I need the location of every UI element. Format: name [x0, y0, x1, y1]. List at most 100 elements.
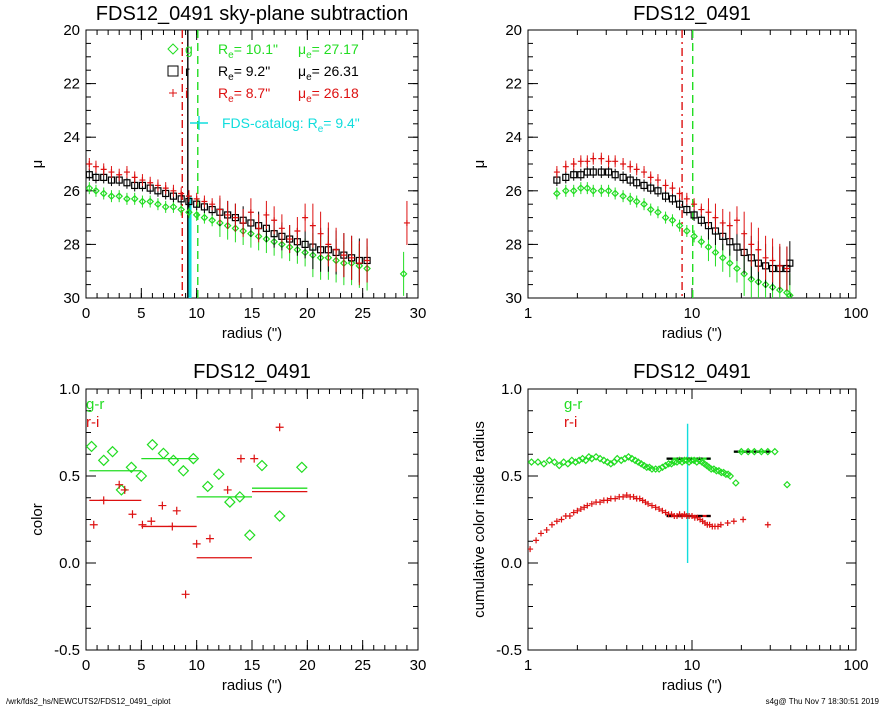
data-point-g-r — [273, 510, 286, 522]
data-point-g-r — [712, 466, 721, 475]
data-point-r — [301, 240, 309, 248]
data-point-g — [589, 186, 598, 195]
data-point-g-r — [606, 459, 615, 468]
y-tick-label: 1.0 — [501, 381, 522, 398]
data-point-r-i — [570, 509, 577, 516]
catalog-value: = 9.4" — [323, 115, 360, 131]
y-tick-label: 22 — [63, 76, 80, 93]
data-point-r-i — [99, 496, 108, 505]
x-tick-label: 10 — [684, 305, 701, 322]
x-tick-label: 100 — [843, 657, 868, 674]
chart-title: FDS12_0491 — [633, 3, 751, 25]
data-point-r-i — [566, 513, 573, 520]
y-tick-label: 22 — [505, 76, 522, 93]
x-tick-label: 30 — [410, 657, 427, 674]
data-point-g — [619, 192, 627, 201]
data-point-r — [597, 168, 605, 176]
data-point-r-i — [588, 500, 595, 507]
data-point-r — [92, 173, 100, 181]
data-point-i — [232, 214, 239, 221]
data-point-r-i — [250, 454, 259, 463]
re-subscript: e — [228, 50, 234, 61]
data-point-i — [741, 230, 748, 237]
data-point-g-r — [201, 480, 214, 493]
y-tick-label: 30 — [505, 290, 522, 307]
data-point-i — [584, 158, 591, 165]
data-point-g-r — [212, 468, 225, 481]
data-point-i — [662, 182, 669, 189]
x-axis-label: radius (") — [222, 677, 282, 694]
data-point-r-i — [115, 480, 124, 489]
data-point-i — [403, 219, 410, 226]
data-point-g — [99, 189, 108, 198]
legend-catalog-text: FDS-catalog: Re= 9.4" — [222, 115, 360, 135]
data-point-i — [726, 222, 733, 229]
data-point-r-i — [604, 497, 611, 504]
data-point-r-i — [730, 518, 737, 525]
data-point-i — [116, 171, 123, 178]
mu-value: = 27.17 — [312, 41, 359, 57]
footer-timestamp: s4g@ Thu Nov 7 18:30:51 2019 — [765, 697, 879, 706]
catalog-subscript: e — [318, 124, 324, 135]
data-point-r-i — [158, 501, 167, 510]
data-point-r-i — [192, 539, 201, 548]
data-point-g — [192, 211, 201, 219]
x-tick-label: 0 — [82, 657, 90, 674]
data-point-r — [633, 179, 641, 187]
x-tick-label: 15 — [244, 657, 261, 674]
data-point-g-r — [664, 459, 673, 468]
data-point-g-r — [125, 461, 138, 474]
x-tick-label: 15 — [244, 305, 261, 322]
re-symbol: R — [218, 41, 228, 57]
data-point-i — [598, 155, 605, 162]
data-point-g-r — [744, 447, 753, 456]
legend-marker-r — [167, 65, 179, 77]
data-point-i — [755, 246, 762, 253]
data-point-g-r — [224, 496, 236, 508]
data-point-i — [247, 209, 254, 216]
data-point-g-r — [750, 447, 759, 456]
data-point-r-i — [620, 493, 627, 500]
data-point-r-i — [181, 590, 190, 599]
data-point-r — [733, 243, 741, 251]
data-point-g-r — [655, 465, 663, 473]
data-point-g — [115, 192, 124, 201]
data-point-r-i — [577, 506, 584, 513]
x-tick-label: 5 — [137, 305, 145, 322]
mu-subscript: e — [306, 50, 312, 61]
y-tick-label: 26 — [505, 183, 522, 200]
data-point-g-r — [707, 465, 716, 473]
y-tick-label: 0.5 — [501, 468, 522, 485]
data-point-r — [654, 187, 662, 195]
legend-re-text: Re= 10.1" — [218, 41, 278, 61]
data-point-g — [569, 186, 578, 195]
data-point-g — [399, 270, 408, 278]
data-point-r-i — [147, 517, 156, 526]
data-point-r — [697, 216, 705, 224]
data-point-i — [698, 206, 705, 213]
x-tick-label: 25 — [354, 305, 371, 322]
data-point-g — [654, 208, 662, 217]
data-point-g-r — [783, 480, 791, 489]
data-point-i — [683, 195, 690, 202]
data-point-r-i — [648, 502, 655, 509]
x-tick-label: 100 — [843, 305, 868, 322]
data-point-g-r — [146, 438, 159, 451]
data-point-g-r — [717, 468, 726, 477]
data-point-g-r — [670, 458, 679, 466]
data-point-g-r — [528, 458, 536, 466]
data-point-g — [107, 192, 116, 201]
data-point-g-r — [613, 454, 622, 463]
data-point-i — [776, 262, 783, 269]
data-point-i — [170, 187, 177, 194]
data-point-i — [131, 174, 138, 181]
data-point-r — [661, 192, 670, 200]
data-point-i — [309, 222, 316, 229]
data-point-r-i — [205, 534, 214, 543]
data-point-g-r — [256, 459, 268, 472]
re-symbol: R — [218, 63, 228, 79]
data-point-g-r — [550, 458, 559, 466]
data-point-r-i — [764, 521, 771, 528]
data-point-g — [583, 184, 592, 192]
y-axis-label: color — [29, 503, 46, 536]
